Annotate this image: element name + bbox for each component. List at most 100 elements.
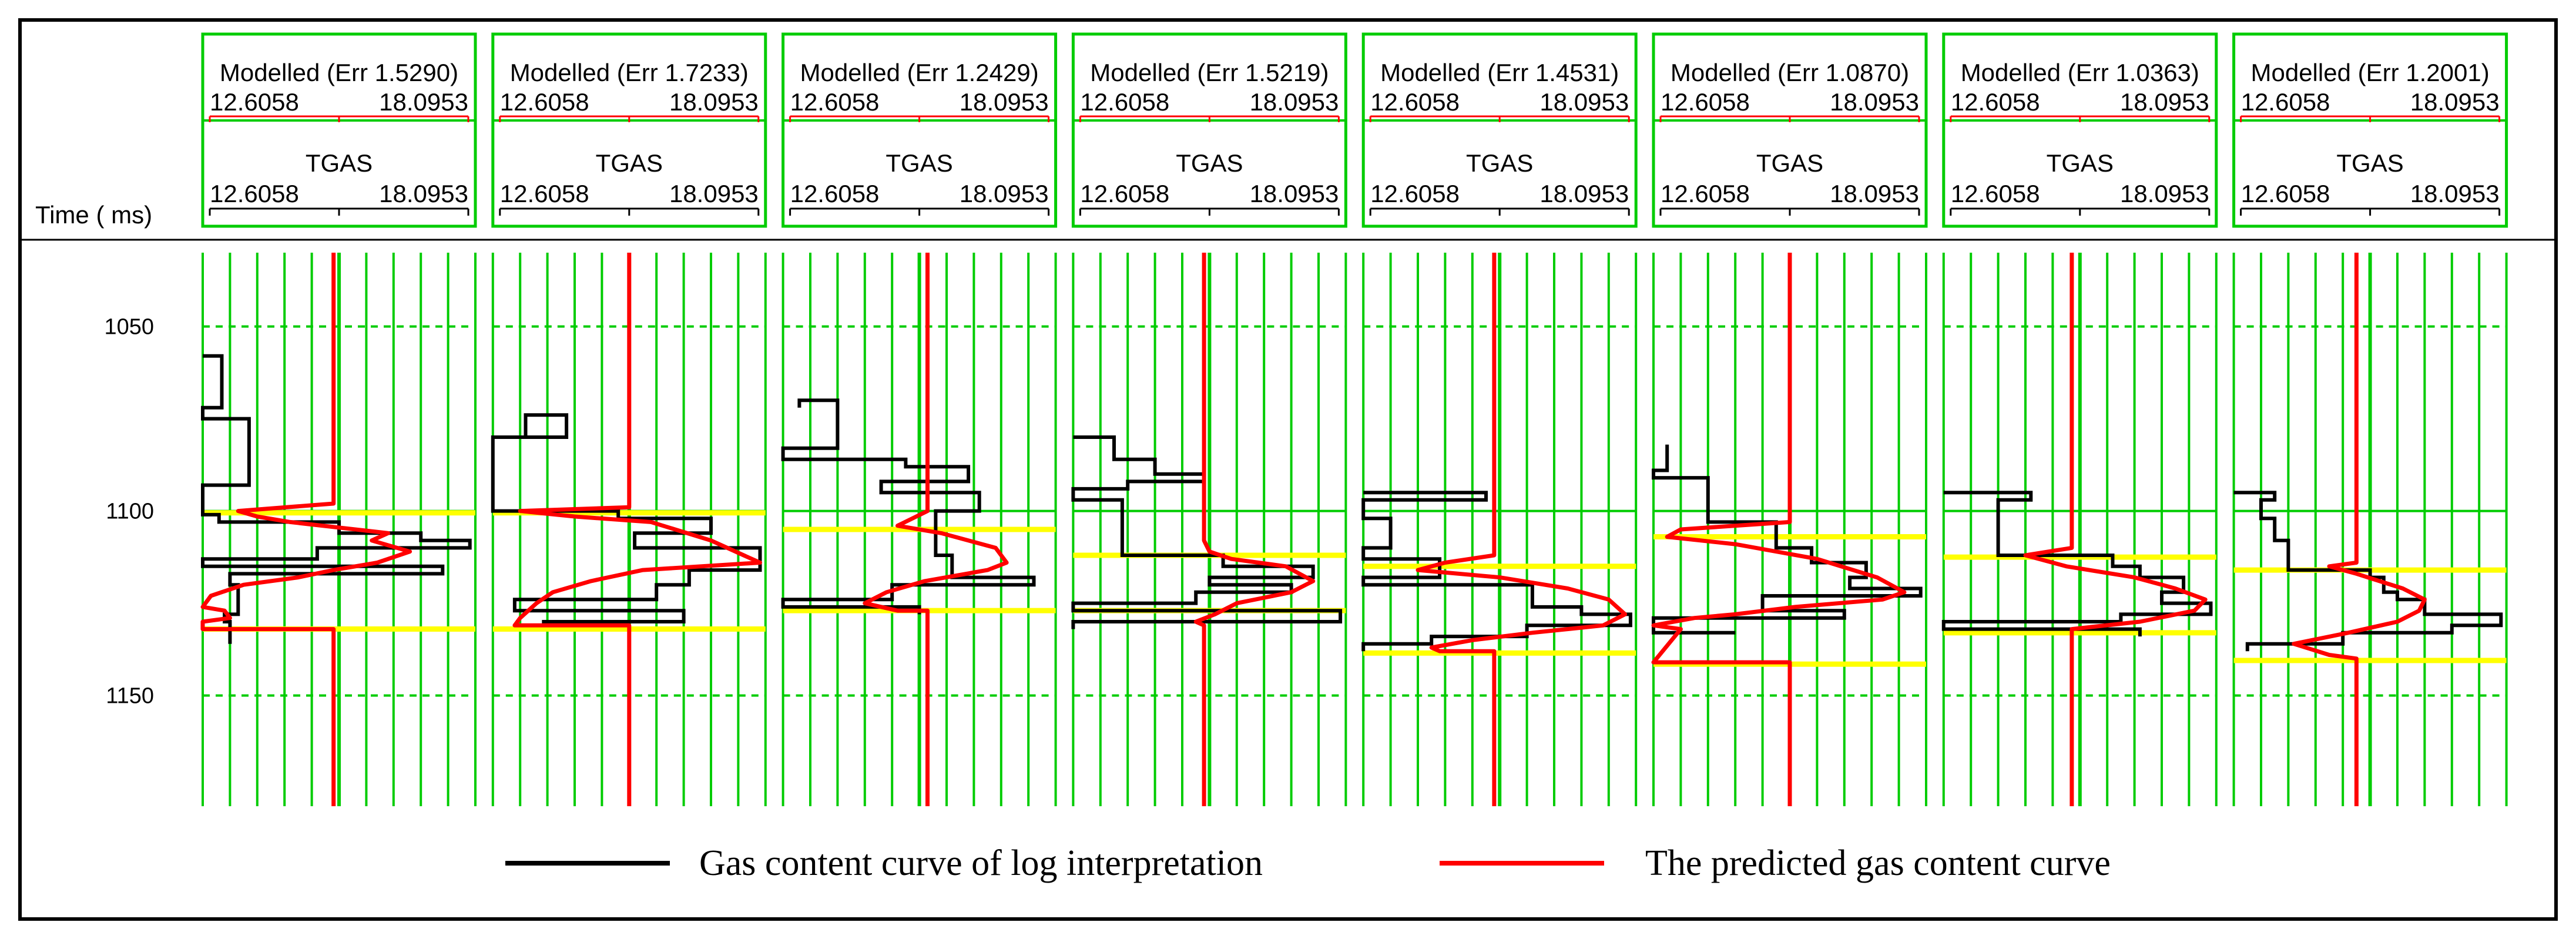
track-header: Modelled (Err 1.5290)12.6058 18.0953TGAS1… <box>201 32 477 228</box>
modelled-scale-max: 18.0953 <box>1830 88 1919 116</box>
track-7: Modelled (Err 1.0363)12.6058 18.0953TGAS1… <box>1941 32 2218 806</box>
y-tick-label-1050: 1050 <box>104 315 154 340</box>
modelled-scale-min: 12.6058 <box>1080 88 1169 116</box>
modelled-label: Modelled (Err 1.0363) <box>1961 59 2199 86</box>
y-axis-ticks: 1050 1100 1150 <box>104 315 154 709</box>
tgas-scale-min: 12.6058 <box>790 180 880 207</box>
track-5: Modelled (Err 1.4531)12.6058 18.0953TGAS1… <box>1361 32 1638 806</box>
track-4: Modelled (Err 1.5219)12.6058 18.0953TGAS1… <box>1071 32 1347 806</box>
tgas-scale-max: 18.0953 <box>960 180 1049 207</box>
track-plot <box>1361 253 1638 806</box>
track-plot <box>1651 253 1927 806</box>
tgas-label: TGAS <box>1756 149 1823 177</box>
tgas-scale-max: 18.0953 <box>669 180 759 207</box>
legend-label-interpretation: Gas content curve of log interpretation <box>699 843 1263 883</box>
track-header-box <box>491 32 767 228</box>
track-8: Modelled (Err 1.2001)12.6058 18.0953TGAS1… <box>2232 32 2508 806</box>
track-plot <box>2232 253 2508 806</box>
tgas-scale-min: 12.6058 <box>1661 180 1750 207</box>
track-header: Modelled (Err 1.2001)12.6058 18.0953TGAS1… <box>2232 32 2508 228</box>
legend-label-predicted: The predicted gas content curve <box>1645 843 2111 883</box>
modelled-scale-max: 18.0953 <box>669 88 759 116</box>
modelled-scale-max: 18.0953 <box>379 88 468 116</box>
track-2: Modelled (Err 1.7233)12.6058 18.0953TGAS1… <box>491 32 767 806</box>
interpretation-curve <box>2233 491 2503 652</box>
predicted-curve <box>1193 253 1316 806</box>
interpretation-curve <box>781 398 1036 615</box>
modelled-scale-min: 12.6058 <box>2241 88 2330 116</box>
predicted-curve <box>200 253 412 806</box>
modelled-label: Modelled (Err 1.5290) <box>220 59 458 86</box>
modelled-scale-min: 12.6058 <box>790 88 880 116</box>
tgas-label: TGAS <box>2336 149 2403 177</box>
tgas-scale-max: 18.0953 <box>1830 180 1919 207</box>
track-header: Modelled (Err 1.4531)12.6058 18.0953TGAS1… <box>1361 32 1638 228</box>
tgas-label: TGAS <box>306 149 373 177</box>
tgas-scale-min: 12.6058 <box>1951 180 2040 207</box>
modelled-scale-max: 18.0953 <box>1539 88 1629 116</box>
figure-frame <box>18 18 2558 921</box>
interpretation-curve <box>1071 435 1343 629</box>
predicted-curve <box>2023 253 2208 806</box>
track-header-box <box>1361 32 1638 228</box>
modelled-label: Modelled (Err 1.7233) <box>510 59 749 86</box>
tgas-scale-min: 12.6058 <box>1080 180 1169 207</box>
track-plot <box>781 253 1057 806</box>
predicted-curve <box>2292 253 2427 806</box>
modelled-label: Modelled (Err 1.5219) <box>1090 59 1329 86</box>
modelled-scale-min: 12.6058 <box>210 88 299 116</box>
track-plot <box>1071 253 1347 806</box>
track-header: Modelled (Err 1.5219)12.6058 18.0953TGAS1… <box>1071 32 1347 228</box>
modelled-scale-min: 12.6058 <box>500 88 589 116</box>
predicted-curve <box>512 253 762 806</box>
track-6: Modelled (Err 1.0870)12.6058 18.0953TGAS1… <box>1651 32 1928 806</box>
track-plot <box>200 253 477 806</box>
y-axis-label: Time ( ms) <box>35 201 152 229</box>
track-header-box <box>1071 32 1347 228</box>
tgas-label: TGAS <box>1176 149 1243 177</box>
track-header-box <box>781 32 1058 228</box>
modelled-scale-max: 18.0953 <box>2410 88 2500 116</box>
tgas-scale-min: 12.6058 <box>2241 180 2330 207</box>
interpretation-curve <box>1361 491 1632 652</box>
predicted-curve <box>1651 253 1907 806</box>
tgas-scale-max: 18.0953 <box>379 180 468 207</box>
tgas-scale-min: 12.6058 <box>1370 180 1460 207</box>
tgas-scale-max: 18.0953 <box>1539 180 1629 207</box>
track-header: Modelled (Err 1.0870)12.6058 18.0953TGAS1… <box>1652 32 1928 228</box>
track-1: Modelled (Err 1.5290)12.6058 18.0953TGAS1… <box>200 32 477 806</box>
track-header-box <box>1652 32 1928 228</box>
modelled-scale-max: 18.0953 <box>1250 88 1339 116</box>
interpretation-curve <box>1652 444 1923 635</box>
modelled-label: Modelled (Err 1.4531) <box>1380 59 1619 86</box>
modelled-scale-min: 12.6058 <box>1951 88 2040 116</box>
modelled-scale-min: 12.6058 <box>1370 88 1460 116</box>
y-tick-label-1150: 1150 <box>106 684 154 709</box>
tgas-scale-max: 18.0953 <box>1250 180 1339 207</box>
tgas-label: TGAS <box>1466 149 1533 177</box>
tgas-scale-min: 12.6058 <box>210 180 299 207</box>
modelled-scale-max: 18.0953 <box>2120 88 2209 116</box>
modelled-label: Modelled (Err 1.0870) <box>1671 59 1909 86</box>
modelled-scale-min: 12.6058 <box>1661 88 1750 116</box>
predicted-curve <box>1416 253 1628 806</box>
modelled-scale-max: 18.0953 <box>960 88 1049 116</box>
track-header-box <box>2232 32 2508 228</box>
tgas-label: TGAS <box>2047 149 2114 177</box>
track-3: Modelled (Err 1.2429)12.6058 18.0953TGAS1… <box>781 32 1058 806</box>
legend: Gas content curve of log interpretation … <box>505 843 2111 883</box>
tgas-scale-min: 12.6058 <box>500 180 589 207</box>
tgas-scale-max: 18.0953 <box>2410 180 2500 207</box>
modelled-label: Modelled (Err 1.2001) <box>2250 59 2489 86</box>
track-plot <box>491 253 767 806</box>
track-header: Modelled (Err 1.0363)12.6058 18.0953TGAS1… <box>1942 32 2218 228</box>
track-header-box <box>201 32 477 228</box>
track-header: Modelled (Err 1.2429)12.6058 18.0953TGAS1… <box>781 32 1058 228</box>
tgas-label: TGAS <box>596 149 663 177</box>
tgas-scale-max: 18.0953 <box>2120 180 2209 207</box>
track-header: Modelled (Err 1.7233)12.6058 18.0953TGAS1… <box>491 32 767 228</box>
interpretation-curve <box>491 413 762 623</box>
modelled-label: Modelled (Err 1.2429) <box>800 59 1038 86</box>
track-header-box <box>1942 32 2218 228</box>
